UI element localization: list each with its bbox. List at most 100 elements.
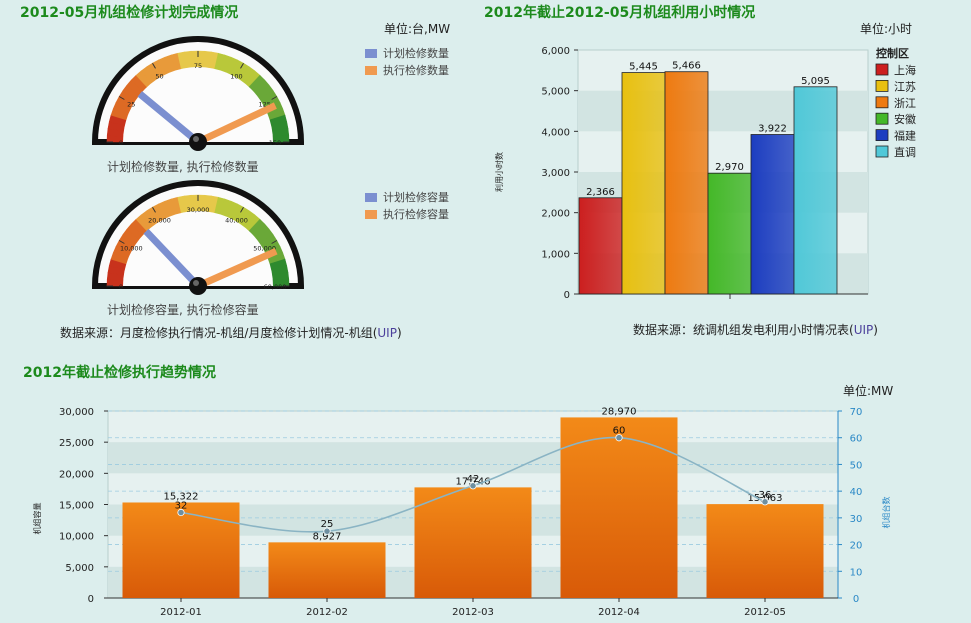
- x-tick-label: 2012-01: [160, 607, 202, 618]
- y2-axis-label: 机组台数: [881, 497, 891, 529]
- gauge1-needle-executed: [193, 102, 277, 147]
- trend-unit-label: 单位:MW: [843, 384, 894, 398]
- legend-label-直调: 直调: [894, 145, 916, 159]
- gauge2-needle-executed: [193, 248, 278, 291]
- count-point: [177, 508, 185, 517]
- gauge1-legend-executed: 执行检修数量: [365, 62, 449, 78]
- gauge1-caption: 计划检修数量, 执行检修数量: [107, 160, 259, 174]
- bar-value-label: 3,922: [758, 124, 787, 135]
- gauge1-tick-label: 125: [258, 101, 270, 109]
- bar-2012-02: [268, 542, 386, 598]
- y-tick-label: 15,000: [59, 501, 94, 512]
- legend-label: 执行检修数量: [383, 64, 449, 77]
- legend-label-福建: 福建: [894, 129, 916, 143]
- gauge1-tick-label: 0: [119, 139, 123, 147]
- source-suffix: ): [873, 323, 878, 337]
- count-point: [469, 482, 477, 490]
- source-text: 数据来源：统调机组发电利用小时情况表(: [633, 323, 854, 337]
- legend-swatch-浙江: [875, 96, 889, 109]
- gauge1-tick-label: 25: [127, 101, 135, 109]
- legend-label-浙江: 浙江: [894, 97, 916, 110]
- gauge1-tick-label: 150: [269, 139, 281, 147]
- y-tick-label: 5,000: [65, 563, 94, 574]
- legend-label-上海: 上海: [894, 63, 916, 77]
- legend-swatch-安徽: [875, 112, 889, 125]
- y-axis-label: 机组容量: [32, 503, 42, 535]
- y2-tick-label: 30: [850, 514, 863, 525]
- count-point: [323, 527, 331, 535]
- hours-section-title: 2012年截止2012-05月机组利用小时情况: [484, 5, 756, 21]
- gauge2-legend-planned: 计划检修容量: [365, 189, 449, 205]
- gauge2-hub-highlight: [193, 280, 199, 286]
- gauge1-tick: [152, 62, 156, 69]
- y-tick-label: 3,000: [541, 168, 570, 179]
- y-axis-label: 利用小时数: [494, 152, 504, 192]
- grid-band: [108, 442, 838, 474]
- gauge-section-title: 2012-05月机组检修计划完成情况: [20, 5, 239, 21]
- gauge1-tick: [118, 96, 125, 100]
- legend-label: 计划检修容量: [383, 191, 449, 204]
- gauge2-tick-label: 30,000: [187, 206, 210, 214]
- bar-value-label: 8,927: [313, 531, 342, 542]
- legend-label-江苏: 江苏: [894, 80, 916, 93]
- bar-2012-01: [122, 502, 240, 598]
- legend-swatch: [365, 65, 377, 75]
- y-tick-label: 6,000: [541, 46, 570, 57]
- legend-label: 计划检修数量: [383, 47, 449, 60]
- gauge1-needle-planned: [137, 91, 203, 147]
- trend-section-title: 2012年截止检修执行趋势情况: [23, 365, 216, 381]
- count-value-label: 32: [175, 501, 188, 512]
- y-tick-label: 20,000: [59, 469, 94, 480]
- bar-value-label: 17,746: [456, 476, 491, 487]
- gauge2-tick: [152, 206, 156, 213]
- y-tick-label: 25,000: [59, 438, 94, 449]
- y-tick-label: 4,000: [541, 127, 570, 138]
- legend-swatch: [365, 209, 377, 219]
- gauge1-hub: [189, 133, 207, 151]
- legend-swatch-江苏: [875, 80, 889, 92]
- bar-福建: [750, 134, 795, 295]
- gauge2-tick: [271, 240, 278, 244]
- gauge1-tick: [271, 96, 278, 100]
- legend-label: 执行检修容量: [383, 208, 449, 221]
- legend-label-安徽: 安徽: [894, 112, 916, 126]
- y2-tick-label: 60: [850, 434, 863, 445]
- gauge1-hub-highlight: [193, 136, 199, 142]
- legend-swatch: [365, 48, 377, 58]
- y-tick-label: 0: [88, 594, 94, 605]
- gauge2-caption: 计划检修容量, 执行检修容量: [107, 303, 259, 317]
- bar-上海: [578, 197, 623, 295]
- gauge2-needle-planned: [143, 228, 203, 291]
- y2-tick-label: 20: [850, 541, 863, 552]
- count-point: [761, 498, 769, 506]
- bar-value-label: 5,095: [801, 76, 830, 87]
- y-tick-label: 10,000: [59, 532, 94, 543]
- count-value-label: 25: [321, 519, 334, 530]
- legend-swatch-直调: [875, 145, 889, 158]
- gauge1-tick-label: 75: [194, 62, 202, 70]
- y-tick-label: 30,000: [59, 407, 94, 418]
- gauge2-tick-label: 10,000: [120, 245, 143, 253]
- gauge1-legend-planned: 计划检修数量: [365, 45, 449, 61]
- y2-tick-label: 50: [850, 460, 863, 471]
- source-text: 数据来源：月度检修执行情况-机组/月度检修计划情况-机组(: [60, 326, 378, 340]
- gauge-unit-label: 单位:台,MW: [384, 22, 451, 36]
- gauge-data-source: 数据来源：月度检修执行情况-机组/月度检修计划情况-机组(UIP): [60, 324, 402, 341]
- hours-bar-chart: 0 1,000 2,000 3,000 4,000 5,000 6,000 利用小时数 2,36…: [494, 46, 916, 301]
- source-suffix: ): [396, 326, 402, 340]
- bar-2012-05: [706, 504, 824, 598]
- bar-value-label: 2,970: [715, 162, 744, 173]
- y2-tick-label: 10: [850, 567, 863, 578]
- gauge2-hub: [189, 277, 207, 295]
- bar-浙江: [664, 71, 709, 295]
- source-uip: UIP: [377, 326, 397, 340]
- gauge2-tick-label: 0: [119, 283, 123, 291]
- bar-直调: [793, 86, 838, 295]
- y2-tick-label: 0: [853, 594, 859, 605]
- count-value-label: 42: [467, 474, 480, 485]
- bar-value-label: 28,970: [602, 406, 637, 417]
- gauge2-tick-label: 50,000: [253, 245, 276, 253]
- legend-swatch: [365, 192, 377, 202]
- legend-swatch-上海: [875, 63, 889, 76]
- y2-tick-label: 70: [850, 407, 863, 418]
